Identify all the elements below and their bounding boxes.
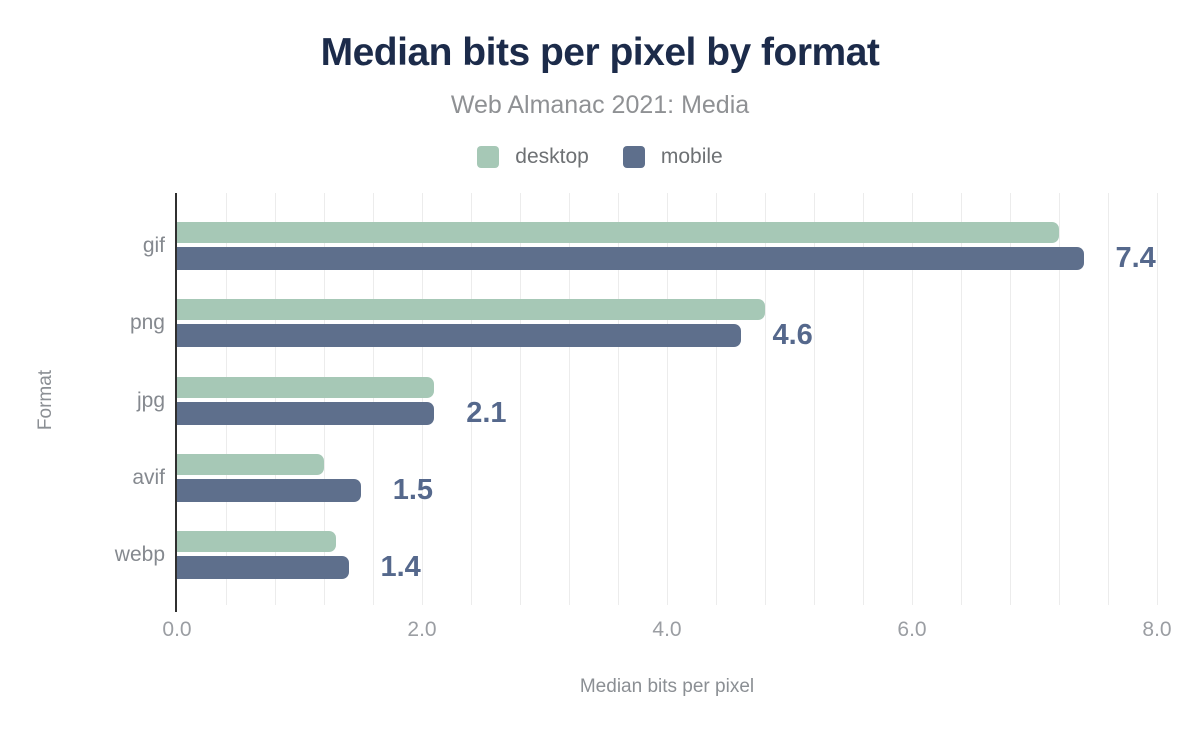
bar-desktop-png: [177, 299, 765, 321]
x-tick-label: 2.0: [407, 618, 437, 641]
mobile-swatch: [622, 146, 645, 168]
gridline: [1009, 193, 1011, 605]
value-label-gif: 7.4: [1115, 242, 1156, 274]
bar-mobile-gif: [177, 247, 1084, 270]
gridline: [1156, 193, 1158, 605]
gridline: [274, 193, 276, 605]
category-label-gif: gif: [142, 234, 165, 257]
legend-item-desktop: desktop: [477, 145, 589, 169]
y-axis-line: [175, 193, 177, 612]
value-label-avif: 1.5: [392, 473, 434, 506]
gridline: [323, 193, 325, 605]
category-label-webp: webp: [114, 543, 165, 566]
bar-desktop-gif: [177, 222, 1059, 243]
bar-desktop-avif: [177, 453, 324, 475]
gridline: [372, 193, 374, 605]
bar-desktop-webp: [177, 531, 337, 552]
gridline: [225, 193, 227, 605]
gridline: [1058, 193, 1060, 605]
gridline: [666, 193, 668, 605]
gridline: [617, 193, 619, 605]
value-label-png: 4.6: [772, 319, 813, 352]
x-axis-ticks: 0.0 2.0 4.0 6.0 8.0: [162, 617, 1171, 643]
legend-label-desktop: desktop: [515, 145, 589, 168]
x-tick-label: 4.0: [652, 618, 682, 641]
x-tick-label: 6.0: [897, 618, 927, 641]
category-label-avif: avif: [132, 465, 165, 489]
gridline: [1107, 193, 1109, 605]
gridline: [813, 193, 815, 605]
gridline: [764, 193, 766, 605]
value-label-webp: 1.4: [380, 551, 421, 583]
category-label-jpg: jpg: [136, 388, 165, 412]
gridline: [960, 193, 962, 605]
bar-mobile-png: [177, 324, 741, 348]
gridline: [862, 193, 864, 605]
gridline: [421, 193, 423, 605]
value-label-jpg: 2.1: [466, 396, 507, 429]
legend-item-mobile: mobile: [622, 145, 723, 169]
chart-title: Median bits per pixel by format: [320, 31, 880, 74]
legend-label-mobile: mobile: [660, 145, 723, 168]
category-label-png: png: [129, 311, 165, 335]
bar-desktop-jpg: [177, 376, 435, 398]
bar-mobile-jpg: [177, 401, 435, 425]
gridline: [568, 193, 570, 605]
desktop-swatch: [477, 146, 500, 168]
x-axis-title: Median bits per pixel: [579, 676, 755, 697]
gridline: [519, 193, 521, 605]
gridline: [470, 193, 472, 605]
x-tick-label: 0.0: [162, 618, 192, 641]
legend: desktop mobile: [0, 142, 1200, 172]
chart-subtitle: Web Almanac 2021: Media: [450, 91, 750, 119]
bar-mobile-webp: [177, 556, 349, 579]
plot-area: gif 7.4 png 4.6 jpg 2.1 avif 1.5 webp 1.4: [115, 193, 1158, 612]
gridline: [911, 193, 913, 605]
bar-mobile-avif: [177, 478, 361, 502]
gridline: [715, 193, 717, 605]
x-tick-label: 8.0: [1142, 618, 1172, 641]
